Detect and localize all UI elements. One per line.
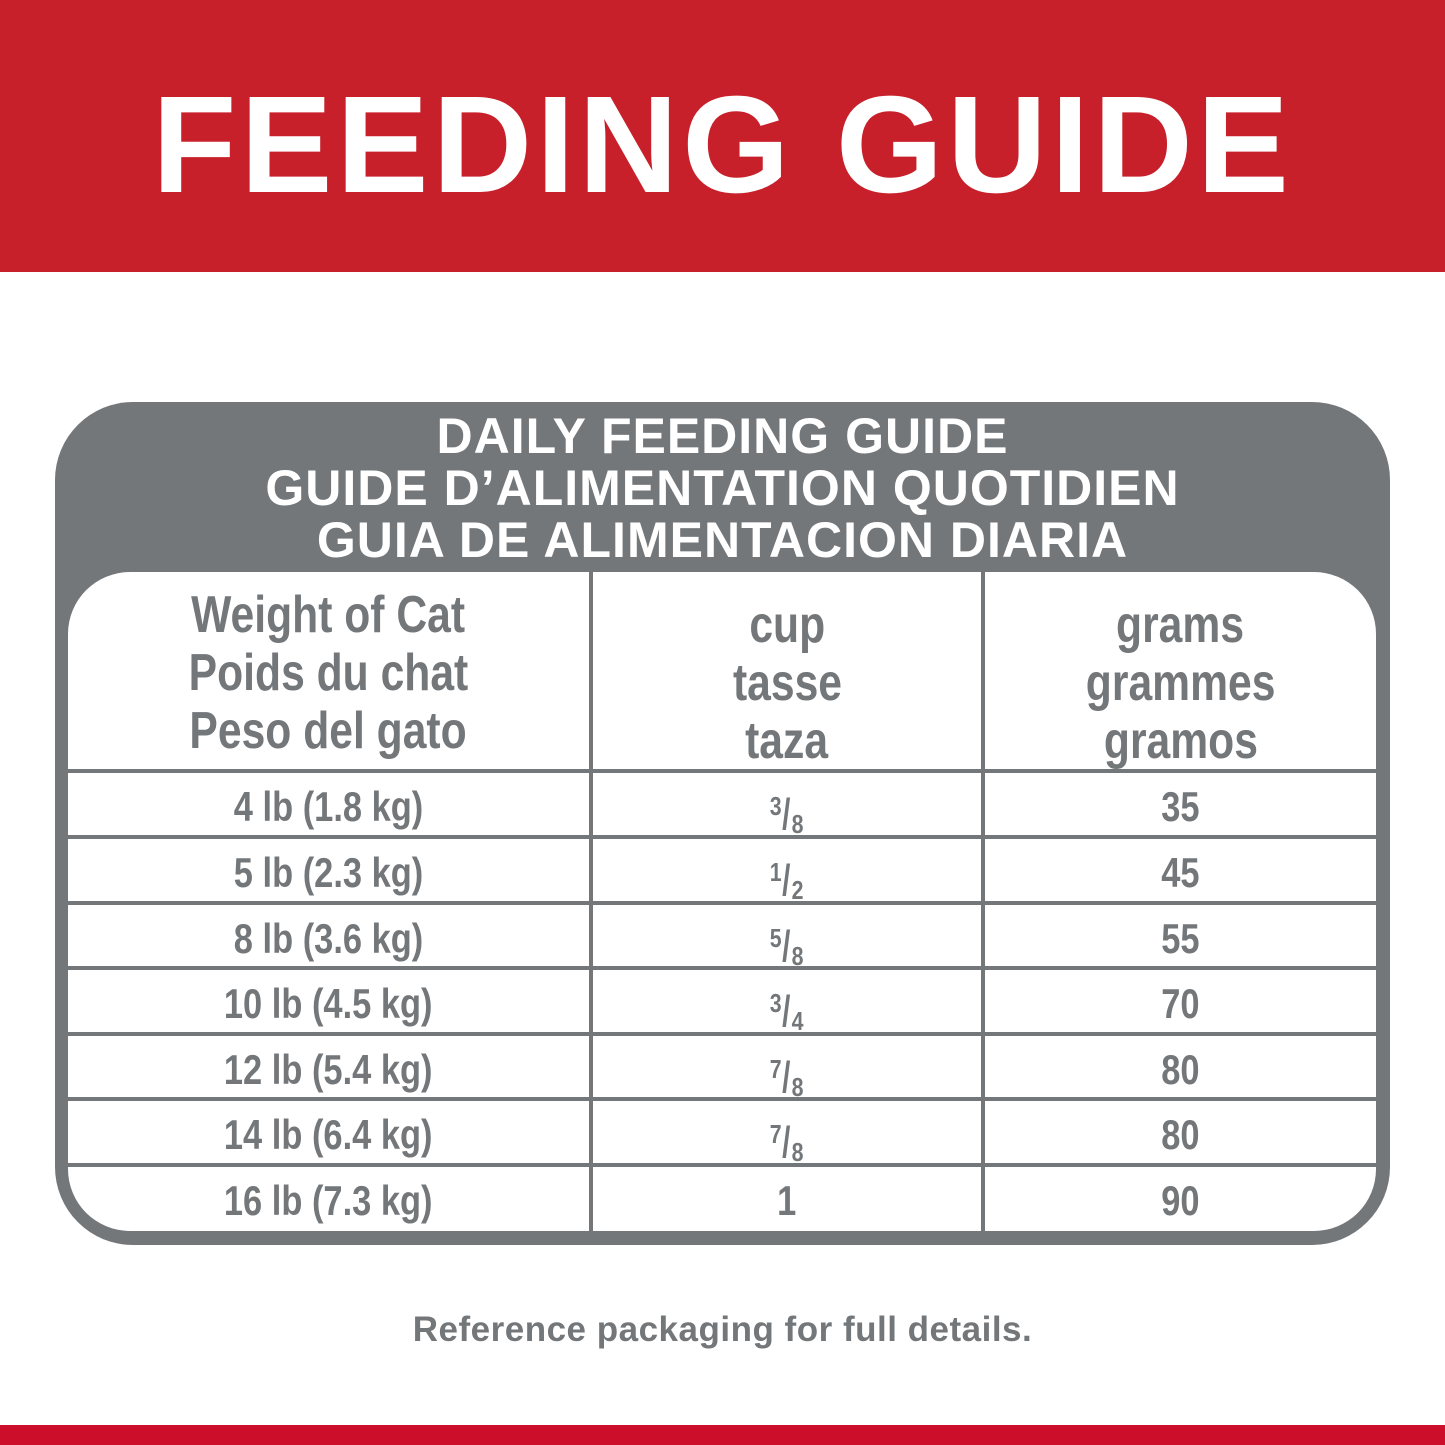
cup-cell: 5/8 <box>593 906 981 989</box>
grams-text: 70 <box>1161 980 1200 1027</box>
column-header-line: Weight of Cat <box>68 586 589 644</box>
weight-cell: 10 lb (4.5 kg) <box>68 971 589 1036</box>
weight-text: 10 lb (4.5 kg) <box>224 980 433 1027</box>
heading-en: DAILY FEEDING GUIDE <box>436 408 1009 464</box>
footer-note: Reference packaging for full details. <box>412 1310 1033 1349</box>
column-header-line: grammes <box>985 654 1376 712</box>
grams-cell: 70 <box>985 971 1376 1036</box>
row-divider <box>68 1032 1376 1036</box>
weight-cell: 14 lb (6.4 kg) <box>68 1102 589 1167</box>
fraction-slash: / <box>782 922 792 971</box>
numerator: 7 <box>770 1119 782 1149</box>
grams-cell: 35 <box>985 774 1376 839</box>
column-header-line: grams <box>985 596 1376 654</box>
fraction-slash: / <box>782 1118 792 1167</box>
weight-cell: 4 lb (1.8 kg) <box>68 774 589 839</box>
feeding-table: Weight of Cat Poids du chat Peso del gato c… <box>68 572 1376 1231</box>
row-divider <box>68 769 1376 773</box>
grams-text: 55 <box>1161 915 1200 962</box>
cup-fraction: 7/8 <box>770 1102 804 1185</box>
header-text: Weight of Cat <box>191 586 466 644</box>
denominator: 4 <box>792 1006 804 1036</box>
column-header: cup tasse taza <box>593 596 981 770</box>
header-text: Poids du chat <box>188 644 469 702</box>
column-header: Weight of Cat Poids du chat Peso del gato <box>68 586 589 760</box>
header-band <box>0 0 1445 272</box>
row-divider <box>68 901 1376 905</box>
header-text: cup <box>749 596 825 654</box>
grams-text: 80 <box>1161 1111 1200 1158</box>
column-header-line: Peso del gato <box>68 702 589 760</box>
header-text: Peso del gato <box>189 702 468 760</box>
cup-fraction: 1 <box>777 1177 797 1224</box>
fraction-slash: / <box>782 1053 792 1102</box>
weight-text: 12 lb (5.4 kg) <box>224 1046 433 1093</box>
row-divider <box>68 966 1376 970</box>
numerator: 7 <box>770 1054 782 1084</box>
weight-cell: 16 lb (7.3 kg) <box>68 1168 589 1231</box>
cup-cell: 1 <box>593 1168 981 1231</box>
cup-cell: 7/8 <box>593 1102 981 1185</box>
denominator: 8 <box>792 1072 804 1102</box>
header-text: gramos <box>1103 712 1258 770</box>
grams-text: 45 <box>1161 849 1200 896</box>
grams-text: 35 <box>1161 783 1200 830</box>
fraction-slash: / <box>782 856 792 905</box>
row-divider <box>68 835 1376 839</box>
grams-cell: 45 <box>985 840 1376 905</box>
table-heading: DAILY FEEDING GUIDE GUIDE D’ALIMENTATION… <box>55 410 1390 566</box>
cup-fraction: 3/8 <box>770 774 804 857</box>
cup-cell: 3/4 <box>593 971 981 1054</box>
column-header: grams grammes gramos <box>985 596 1376 770</box>
column-header-line: cup <box>593 596 981 654</box>
heading-fr: GUIDE D’ALIMENTATION QUOTIDIEN <box>265 460 1180 516</box>
denominator: 2 <box>792 875 804 905</box>
denominator: 8 <box>792 941 804 971</box>
grams-text: 90 <box>1161 1177 1200 1224</box>
weight-text: 16 lb (7.3 kg) <box>224 1177 433 1224</box>
column-header-line: taza <box>593 712 981 770</box>
column-header-line: Poids du chat <box>68 644 589 702</box>
column-header-line: tasse <box>593 654 981 712</box>
weight-text: 5 lb (2.3 kg) <box>233 849 424 896</box>
header-text: taza <box>745 712 829 770</box>
cup-fraction: 7/8 <box>770 1037 804 1120</box>
denominator: 8 <box>792 1137 804 1167</box>
numerator: 3 <box>770 988 782 1018</box>
cup-fraction: 3/4 <box>770 971 804 1054</box>
numerator: 1 <box>770 857 782 887</box>
weight-text: 4 lb (1.8 kg) <box>233 783 424 830</box>
fraction-slash: / <box>782 987 792 1036</box>
grams-cell: 80 <box>985 1102 1376 1167</box>
row-divider <box>68 1163 1376 1167</box>
grams-cell: 80 <box>985 1037 1376 1102</box>
cup-cell: 7/8 <box>593 1037 981 1120</box>
heading-es: GUIA DE ALIMENTACION DIARIA <box>316 512 1129 568</box>
grams-cell: 55 <box>985 906 1376 971</box>
header-text: grams <box>1116 596 1245 654</box>
cup-fraction: 5/8 <box>770 906 804 989</box>
denominator: 8 <box>792 809 804 839</box>
numerator: 3 <box>770 791 782 821</box>
grams-text: 80 <box>1161 1046 1200 1093</box>
cup-fraction: 1/2 <box>770 840 804 923</box>
weight-cell: 12 lb (5.4 kg) <box>68 1037 589 1102</box>
numerator: 5 <box>770 923 782 953</box>
header-text: grammes <box>1085 654 1276 712</box>
cup-cell: 3/8 <box>593 774 981 857</box>
weight-text: 8 lb (3.6 kg) <box>233 915 424 962</box>
page-title: FEEDING GUIDE <box>152 68 1293 222</box>
weight-text: 14 lb (6.4 kg) <box>224 1111 433 1158</box>
column-header-line: gramos <box>985 712 1376 770</box>
fraction-slash: / <box>782 790 792 839</box>
header-text: tasse <box>732 654 842 712</box>
row-divider <box>68 1097 1376 1101</box>
weight-cell: 5 lb (2.3 kg) <box>68 840 589 905</box>
footer-band <box>0 1425 1445 1445</box>
cup-cell: 1/2 <box>593 840 981 923</box>
weight-cell: 8 lb (3.6 kg) <box>68 906 589 971</box>
grams-cell: 90 <box>985 1168 1376 1231</box>
